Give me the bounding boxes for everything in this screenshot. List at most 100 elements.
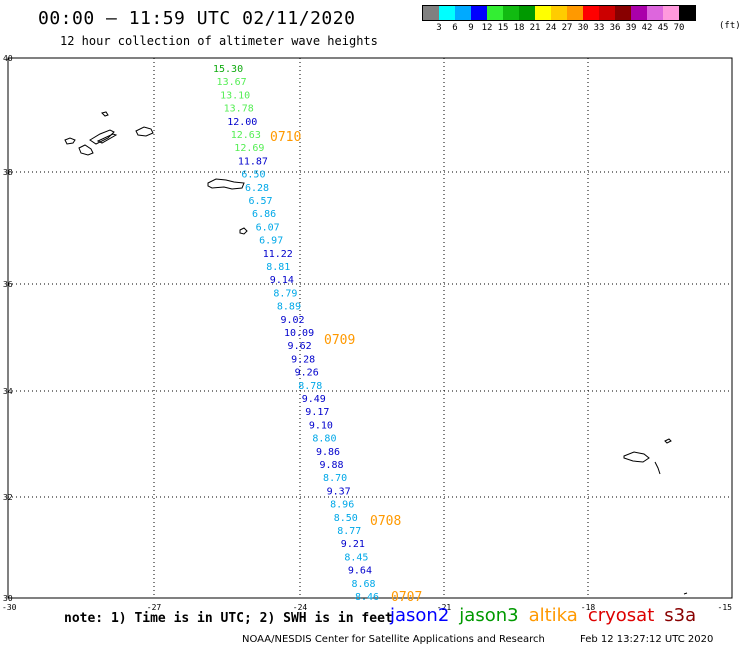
color-scale-label: 30 (577, 23, 589, 33)
wave-height-value: 9.88 (320, 460, 344, 471)
wave-height-value: 13.10 (220, 90, 250, 101)
wave-height-value: 9.02 (280, 315, 304, 326)
x-tick-label: -27 (147, 603, 162, 612)
y-tick-label: 40 (3, 54, 13, 63)
color-swatch (487, 6, 503, 20)
wave-height-value: 8.50 (334, 513, 358, 524)
wave-height-value: 9.86 (316, 447, 340, 458)
altimeter-track: 15.30 13.67 13.10 13.78 12.00 12.63 12.69 11.87… (213, 64, 379, 603)
color-scale-label: 15 (497, 23, 509, 33)
island-faial (78, 144, 94, 156)
wave-height-value: 8.77 (337, 526, 361, 537)
color-scale-label: 24 (545, 23, 557, 33)
wave-height-value: 9.14 (270, 275, 294, 286)
color-swatch (439, 6, 455, 20)
color-swatch (583, 6, 599, 20)
y-tick-label: 32 (3, 493, 13, 502)
wave-height-value: 6.97 (259, 236, 283, 247)
wave-height-value: 6.86 (252, 209, 276, 220)
mission-legend: jason2 jason3 altika cryosat s3a (390, 605, 706, 626)
mission-label: jason2 (390, 605, 450, 626)
wave-height-value: 13.78 (224, 104, 254, 115)
wave-height-value: 9.28 (291, 354, 315, 365)
wave-height-value: 9.17 (305, 407, 329, 418)
wave-height-value: 15.30 (213, 64, 243, 75)
wave-height-value: 11.22 (263, 249, 293, 260)
island-porto-santo (664, 438, 672, 444)
color-scale-label: 6 (452, 23, 458, 33)
wave-height-value: 6.07 (256, 222, 280, 233)
wave-height-value: 8.89 (277, 302, 301, 313)
color-scale-label: 42 (641, 23, 653, 33)
color-scale-label: 45 (657, 23, 669, 33)
wave-height-value: 13.67 (217, 77, 247, 88)
island-sao-miguel (207, 178, 245, 190)
wave-height-value: 8.80 (312, 434, 336, 445)
units-note: note: 1) Time is in UTC; 2) SWH is in fe… (64, 611, 393, 626)
color-scale-label: 12 (481, 23, 493, 33)
wave-height-value: 9.64 (348, 566, 372, 577)
pass-time-label: 0710 (270, 130, 301, 145)
x-tick-label: -15 (718, 603, 733, 612)
wave-height-value: 6.50 (241, 170, 265, 181)
wave-height-value: 9.62 (288, 341, 312, 352)
color-scale-label: 9 (468, 23, 474, 33)
wave-height-value: 8.81 (266, 262, 290, 273)
mission-label: altika (528, 605, 578, 626)
legend-unit: (ft) (719, 21, 740, 31)
wave-height-value: 6.28 (245, 183, 269, 194)
mission-label: jason3 (459, 605, 519, 626)
island-sao-jorge (96, 133, 118, 144)
color-swatch (551, 6, 567, 20)
island-flores (64, 137, 76, 145)
color-scale-label: 36 (609, 23, 621, 33)
y-tick-label: 36 (3, 280, 13, 289)
wave-height-value: 9.10 (309, 420, 333, 431)
mission-label: s3a (664, 605, 697, 626)
pass-time-label: 0707 (391, 590, 422, 605)
wave-height-value: 9.49 (302, 394, 326, 405)
color-swatch (615, 6, 631, 20)
wave-height-value: 8.79 (273, 288, 297, 299)
island-selvagens (683, 592, 688, 595)
color-swatch (423, 6, 439, 20)
color-swatch (471, 6, 487, 20)
island-santa-maria (239, 227, 248, 235)
wave-height-value: 10.09 (284, 328, 314, 339)
color-swatch (679, 6, 695, 20)
wave-height-value: 8.70 (323, 473, 347, 484)
x-tick-label: -30 (2, 603, 17, 612)
color-swatch (647, 6, 663, 20)
y-tick-label: 30 (3, 594, 13, 603)
wave-height-value: 8.46 (355, 592, 379, 603)
color-swatch (519, 6, 535, 20)
wave-height-value: 12.63 (231, 130, 261, 141)
color-swatch (631, 6, 647, 20)
wave-height-value: 9.37 (327, 486, 351, 497)
graticule (8, 58, 732, 598)
x-tick-label: -18 (581, 603, 596, 612)
color-scale-label: 21 (529, 23, 541, 33)
pass-time-label: 0709 (324, 333, 355, 348)
color-swatch (599, 6, 615, 20)
y-tick-label: 34 (3, 387, 13, 396)
island-graciosa (101, 111, 109, 117)
island-madeira (623, 451, 650, 463)
wave-height-value: 8.68 (351, 579, 375, 590)
color-swatch (535, 6, 551, 20)
pass-time-label: 0708 (370, 514, 401, 529)
pass-time-labels: 0710 0709 0708 0707 (270, 130, 422, 605)
wave-height-value: 8.45 (344, 552, 368, 563)
color-swatch (455, 6, 471, 20)
color-swatch (567, 6, 583, 20)
coastlines (64, 111, 688, 595)
x-tick-label: -21 (437, 603, 452, 612)
wave-height-value: 9.26 (295, 368, 319, 379)
color-scale-label: 39 (625, 23, 637, 33)
color-scale-label: 18 (513, 23, 525, 33)
color-scale-label: 70 (673, 23, 685, 33)
color-scale-label: 27 (561, 23, 573, 33)
island-terceira (135, 126, 154, 137)
axis-tick-labels: -30 -27 -24 -21 -18 -15 40 38 36 34 32 30 (2, 54, 732, 612)
